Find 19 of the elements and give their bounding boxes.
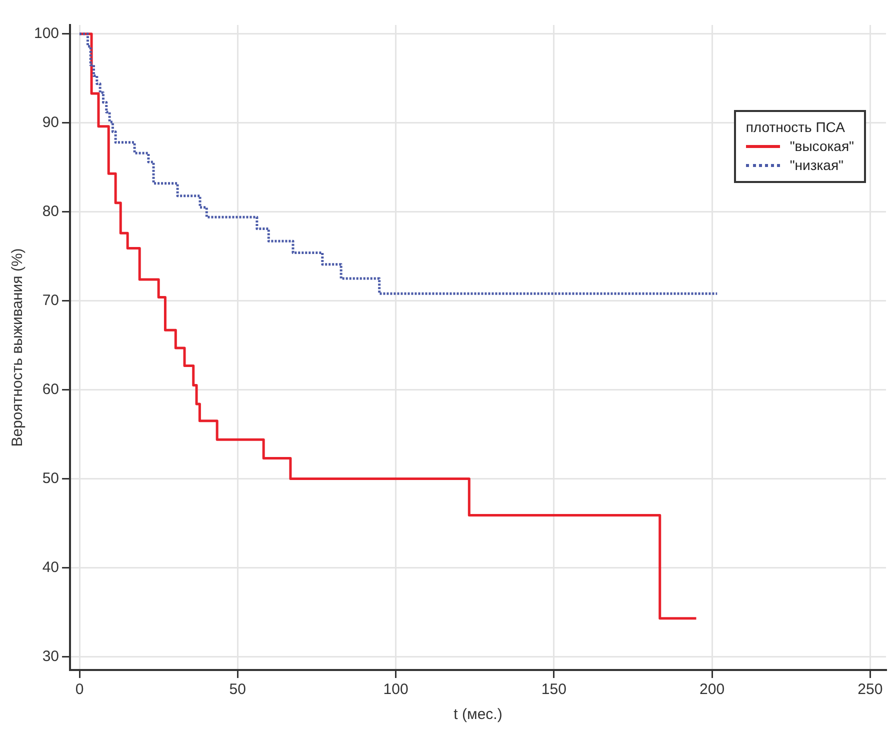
x-axis-title: t (мес.) xyxy=(454,706,502,724)
x-tick-label: 0 xyxy=(75,681,84,698)
y-tick-label: 90 xyxy=(42,114,60,132)
x-tick-label: 200 xyxy=(700,681,725,698)
legend-label: "высокая" xyxy=(790,137,854,156)
y-axis-title: Вероятность выживания (%) xyxy=(9,248,26,447)
x-tick-label: 150 xyxy=(541,681,566,698)
y-tick-label: 30 xyxy=(42,648,60,665)
legend-title: плотность ПСА xyxy=(746,118,846,137)
y-tick-label: 50 xyxy=(42,470,60,487)
x-tick-label: 50 xyxy=(229,681,246,698)
y-tick-label: 100 xyxy=(34,25,60,42)
y-tick-label: 70 xyxy=(42,292,60,309)
y-tick-label: 60 xyxy=(42,380,60,398)
x-tick-label: 100 xyxy=(383,681,408,698)
x-tick-label: 250 xyxy=(858,681,883,698)
legend-label: "низкая" xyxy=(790,156,844,175)
y-tick-label: 80 xyxy=(42,202,60,220)
y-tick-label: 40 xyxy=(42,558,60,576)
